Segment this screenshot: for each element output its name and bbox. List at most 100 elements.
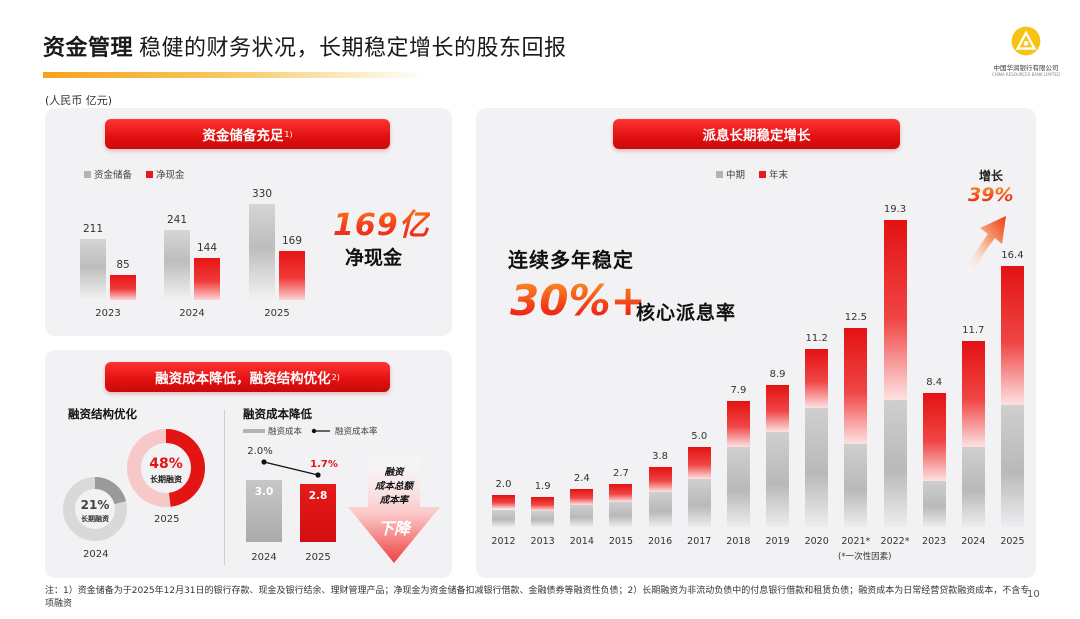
interim-bar (648, 492, 672, 527)
dividend-total: 2.4 (573, 472, 590, 484)
final-bar (492, 495, 515, 510)
dividend-total: 8.9 (769, 369, 786, 381)
dividend-total: 2.7 (612, 468, 629, 480)
interim-bar (531, 511, 555, 527)
reserves-ribbon-text: 资金储备充足 (202, 128, 284, 144)
payout-caption: 核心派息率 (636, 302, 737, 324)
final-bar (922, 393, 946, 481)
legend-swatch-gray (716, 170, 723, 178)
title-underline (43, 72, 425, 78)
legend-label: 中期 (726, 170, 746, 181)
legend-label: 年末 (769, 170, 789, 181)
year-label: 2013 (530, 536, 555, 547)
financing-ribbon: 融资成本降低，融资结构优化 2) (105, 362, 390, 392)
year-label: 2014 (569, 536, 594, 547)
logo-icon (1011, 26, 1041, 56)
final-bar (531, 496, 555, 512)
legend-item-netcash: 净现金 (146, 167, 185, 181)
netcash-bar (110, 275, 136, 300)
growth-label: 增长 (979, 169, 1004, 183)
legend-label: 融资成本 (268, 427, 303, 437)
page-title: 资金管理 稳健的财务状况，长期稳定增长的股东回报 (43, 30, 567, 62)
footnote-text: 注：1）资金储备为于2025年12月31日的银行存款、现金及银行结余、理财管理产… (45, 586, 1030, 609)
final-bar (687, 447, 711, 480)
donut-2024-arc (63, 477, 127, 541)
legend-item-reserve: 资金储备 (84, 167, 132, 181)
year-label: 2020 (804, 536, 829, 547)
reserve-value: 211 (82, 222, 104, 235)
dividend-total: 16.4 (1001, 250, 1024, 262)
page-title-rest: 稳健的财务状况，长期稳定增长的股东回报 (139, 36, 567, 61)
cost-legend: 融资成本 融资成本率 (243, 425, 378, 437)
interim-bar (570, 504, 594, 527)
rate-value: 1.7% (310, 459, 338, 470)
year-label: 2016 (648, 536, 673, 547)
financing-ribbon-text: 融资成本降低，融资结构优化 (155, 371, 331, 387)
final-bar (961, 340, 985, 448)
dividend-total: 12.5 (844, 312, 867, 324)
rate-line-chart (261, 459, 321, 478)
dividend-total: 3.8 (652, 450, 669, 462)
year-label: 2023 (95, 308, 121, 319)
unit-note: (人民币 亿元) (45, 94, 113, 107)
donut-2025 (127, 429, 205, 507)
cost-bar (300, 484, 336, 542)
interim-bar (766, 431, 790, 527)
legend-swatch-gray (84, 170, 91, 178)
arrow-word: 下降 (377, 519, 410, 538)
reserve-bar (80, 238, 106, 300)
legend-item-cost: 融资成本 (243, 425, 302, 437)
interim-bar (922, 480, 946, 527)
legend-label: 资金储备 (94, 170, 133, 181)
growth-arrow-icon (966, 216, 1006, 272)
donut-2025-label: 长期融资 (150, 475, 182, 484)
financing-divider (224, 410, 225, 565)
reserves-ribbon: 资金储备充足 1) (105, 119, 390, 149)
dividend-total: 19.3 (883, 204, 907, 215)
final-bar (609, 484, 633, 502)
financing-ribbon-sup: 2) (331, 372, 340, 382)
arrow-line-1: 融资 (384, 467, 404, 478)
dividend-total: 2.0 (495, 479, 512, 491)
rate-value: 2.0% (247, 446, 273, 457)
logo: 中国华润银行有限公司 CHINA RESOURCES BANK LIMITED (985, 25, 1067, 77)
interim-bar (609, 501, 633, 527)
netcash-value: 144 (196, 242, 218, 255)
year-label: 2015 (608, 536, 634, 547)
structure-title: 融资结构优化 (68, 407, 137, 421)
reserve-value: 330 (251, 188, 273, 200)
growth-value: 39% (968, 184, 1014, 206)
reserve-bar (249, 204, 275, 300)
cost-bar (246, 480, 282, 542)
year-label: 2018 (726, 536, 751, 547)
legend-item-rate: 融资成本率 (310, 425, 378, 437)
year-label: 2012 (491, 536, 516, 547)
year-label: 2022* (880, 536, 910, 547)
netcash-caption: 净现金 (345, 247, 403, 269)
donut-2024 (63, 477, 127, 541)
cost-value: 2.8 (308, 490, 328, 503)
interim-bar (687, 479, 711, 527)
arrow-line-2: 成本总额 (374, 481, 413, 492)
page-number: 10 (1027, 589, 1040, 600)
page-title-bold: 资金管理 (43, 36, 134, 61)
final-bar (883, 220, 907, 400)
cost-value: 3.0 (254, 486, 274, 498)
year-label: 2025 (1000, 536, 1025, 547)
interim-bar (805, 407, 829, 527)
footnote: 注：1）资金储备为于2025年12月31日的银行存款、现金及银行结余、理财管理产… (45, 585, 1035, 611)
donut-2025-year: 2025 (154, 514, 180, 525)
legend-item-interim: 中期 (716, 167, 745, 181)
logo-cn: 中国华润银行有限公司 (993, 64, 1059, 72)
donut-2025-arc (127, 429, 205, 507)
interim-bar (883, 399, 907, 527)
arrow-line-3: 成本率 (379, 495, 409, 506)
final-bar (805, 348, 829, 408)
final-bar (648, 466, 672, 492)
netcash-bar (279, 250, 305, 300)
legend-label: 融资成本率 (335, 427, 378, 437)
donut-2024-pct: 21% (80, 498, 110, 512)
year-label: 2024 (251, 552, 277, 563)
dividend-ribbon: 派息长期稳定增长 (613, 119, 900, 149)
